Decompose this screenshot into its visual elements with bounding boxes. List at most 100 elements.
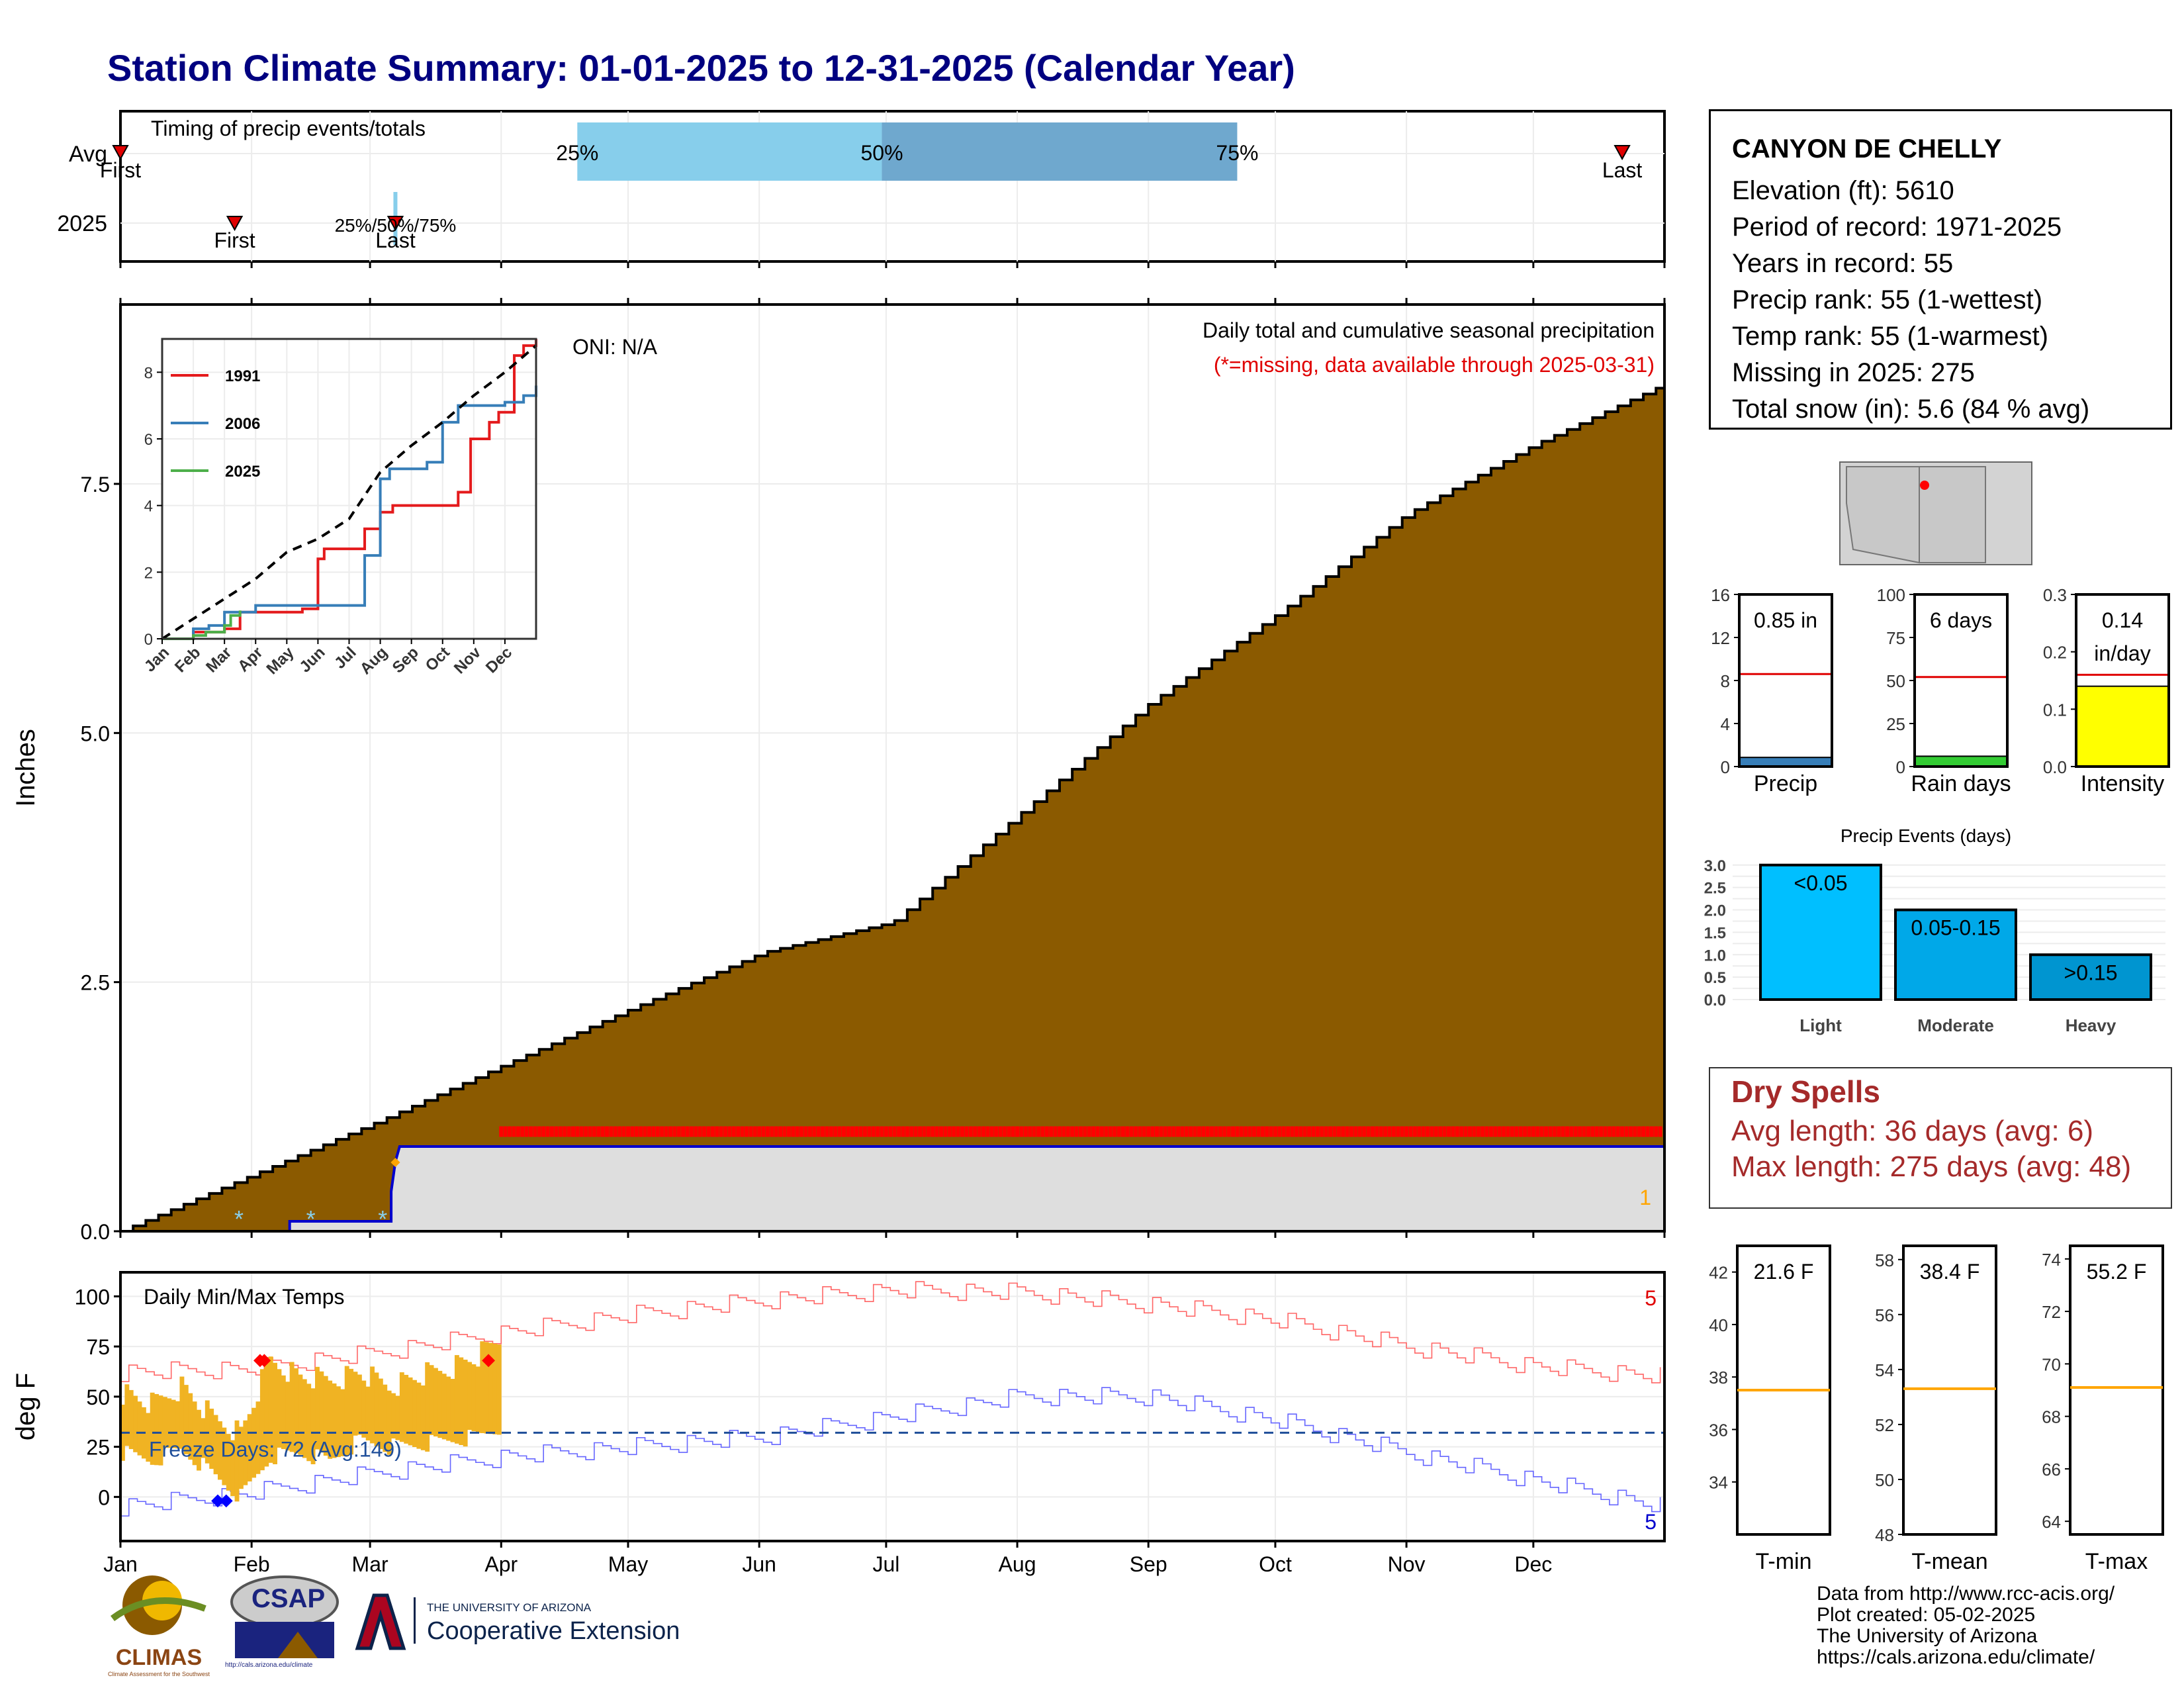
temp-daily-bar bbox=[150, 1392, 155, 1465]
missing-marker bbox=[1582, 1126, 1586, 1137]
missing-marker bbox=[1379, 1126, 1383, 1137]
missing-marker bbox=[1087, 1126, 1091, 1137]
record-low-marker bbox=[219, 1494, 233, 1508]
missing-marker bbox=[1036, 1126, 1041, 1137]
temp-daily-bar bbox=[404, 1374, 409, 1444]
missing-marker bbox=[1235, 1126, 1240, 1137]
missing-marker bbox=[825, 1126, 829, 1137]
small-bar-y-tick-label: 0.3 bbox=[2043, 585, 2067, 605]
missing-marker bbox=[1222, 1126, 1227, 1137]
missing-marker bbox=[850, 1126, 854, 1137]
station-info-box: CANYON DE CHELLY Elevation (ft): 5610 Pe… bbox=[1709, 109, 2172, 430]
dry-spells-box: Dry Spells Avg length: 36 days (avg: 6) … bbox=[1709, 1067, 2172, 1209]
missing-marker bbox=[858, 1126, 863, 1137]
credit-line: https://cals.arizona.edu/climate/ bbox=[1817, 1646, 2095, 1668]
temp-daily-bar bbox=[454, 1355, 459, 1444]
temp-panel-y-tick-label: 54 bbox=[1875, 1360, 1894, 1380]
missing-marker bbox=[1552, 1126, 1557, 1137]
station-line: Years in record: 55 bbox=[1732, 249, 1954, 278]
missing-marker bbox=[1226, 1126, 1231, 1137]
temp-daily-bar bbox=[433, 1368, 438, 1437]
missing-marker bbox=[715, 1126, 719, 1137]
inset-avg-line bbox=[161, 344, 537, 640]
small-bar-axis-label: Rain days bbox=[1911, 771, 2011, 796]
missing-marker bbox=[1391, 1126, 1396, 1137]
missing-marker bbox=[821, 1126, 825, 1137]
missing-marker bbox=[1467, 1126, 1472, 1137]
missing-marker bbox=[1383, 1126, 1388, 1137]
missing-marker bbox=[1298, 1126, 1303, 1137]
timing-y-label: Avg bbox=[69, 142, 107, 167]
temp-daily-bar bbox=[353, 1372, 358, 1436]
missing-marker bbox=[1404, 1126, 1409, 1137]
station-line: Temp rank: 55 (1-warmest) bbox=[1732, 322, 2048, 351]
temp-daily-bar bbox=[420, 1385, 426, 1450]
missing-marker bbox=[1624, 1126, 1629, 1137]
temp-daily-bar bbox=[441, 1374, 447, 1440]
small-bar-value-label: 0.14 bbox=[2102, 608, 2143, 632]
missing-marker bbox=[749, 1126, 753, 1137]
missing-marker bbox=[554, 1126, 559, 1137]
temp-panel-value: 21.6 F bbox=[1754, 1260, 1814, 1284]
temp-daily-bar bbox=[247, 1414, 252, 1481]
missing-marker bbox=[1134, 1126, 1138, 1137]
missing-marker bbox=[757, 1126, 762, 1137]
small-bar-y-tick-label: 75 bbox=[1886, 628, 1905, 648]
missing-marker bbox=[1544, 1126, 1549, 1137]
temp-daily-bar bbox=[226, 1434, 231, 1491]
missing-marker bbox=[871, 1126, 876, 1137]
missing-marker bbox=[630, 1126, 635, 1137]
snow-marker: * bbox=[378, 1205, 387, 1233]
temps-y-tick-label: 100 bbox=[75, 1285, 110, 1309]
missing-marker bbox=[1307, 1126, 1312, 1137]
temp-panel-axis-label: T-max bbox=[2085, 1549, 2148, 1574]
temp-daily-bar bbox=[268, 1356, 273, 1463]
missing-marker bbox=[1040, 1126, 1045, 1137]
inset-series-line-1991 bbox=[162, 339, 537, 640]
missing-marker bbox=[1594, 1126, 1599, 1137]
temps-x-tick-label: Mar bbox=[352, 1552, 388, 1576]
cumulative-y-tick-label: 2.5 bbox=[81, 971, 110, 995]
missing-marker bbox=[1104, 1126, 1109, 1137]
missing-marker bbox=[1167, 1126, 1172, 1137]
missing-marker bbox=[1049, 1126, 1054, 1137]
missing-marker bbox=[761, 1126, 766, 1137]
missing-marker bbox=[1281, 1126, 1286, 1137]
temp-daily-bar bbox=[158, 1395, 163, 1466]
missing-marker bbox=[1502, 1126, 1506, 1137]
missing-marker bbox=[1074, 1126, 1079, 1137]
missing-marker bbox=[1620, 1126, 1625, 1137]
missing-marker bbox=[1142, 1126, 1146, 1137]
temp-panel-axis-label: T-min bbox=[1756, 1549, 1812, 1574]
missing-marker bbox=[1531, 1126, 1535, 1137]
temp-daily-bar bbox=[349, 1368, 354, 1455]
temp-daily-bar bbox=[133, 1395, 138, 1452]
missing-marker bbox=[1510, 1126, 1514, 1137]
missing-marker bbox=[803, 1126, 808, 1137]
missing-marker bbox=[1011, 1126, 1015, 1137]
climas-logo: CLIMAS Climate Assessment for the Southw… bbox=[99, 1569, 218, 1677]
station-line: Precip rank: 55 (1-wettest) bbox=[1732, 285, 2043, 314]
temp-daily-bar bbox=[416, 1382, 422, 1449]
missing-marker bbox=[1612, 1126, 1616, 1137]
station-line: Total snow (in): 5.6 (84 % avg) bbox=[1732, 395, 2090, 424]
missing-marker bbox=[676, 1126, 681, 1137]
missing-marker bbox=[655, 1126, 660, 1137]
temp-panel-y-tick-label: 48 bbox=[1875, 1525, 1894, 1545]
missing-marker bbox=[668, 1126, 672, 1137]
temp-daily-bar bbox=[467, 1362, 473, 1430]
temps-y-axis-label: deg F bbox=[11, 1373, 40, 1440]
events-y-tick-label: 3.0 bbox=[1704, 857, 1726, 875]
ua-small-text: THE UNIVERSITY OF ARIZONA bbox=[427, 1601, 592, 1614]
events-x-label: Light bbox=[1799, 1015, 1842, 1035]
missing-marker bbox=[651, 1126, 656, 1137]
temp-daily-bar bbox=[171, 1399, 176, 1448]
missing-marker bbox=[1180, 1126, 1185, 1137]
missing-marker bbox=[1484, 1126, 1489, 1137]
missing-marker bbox=[985, 1126, 990, 1137]
missing-marker bbox=[1277, 1126, 1282, 1137]
small-bar-axis-label: Precip bbox=[1754, 771, 1817, 796]
missing-marker bbox=[1607, 1126, 1612, 1137]
missing-marker bbox=[1129, 1126, 1134, 1137]
